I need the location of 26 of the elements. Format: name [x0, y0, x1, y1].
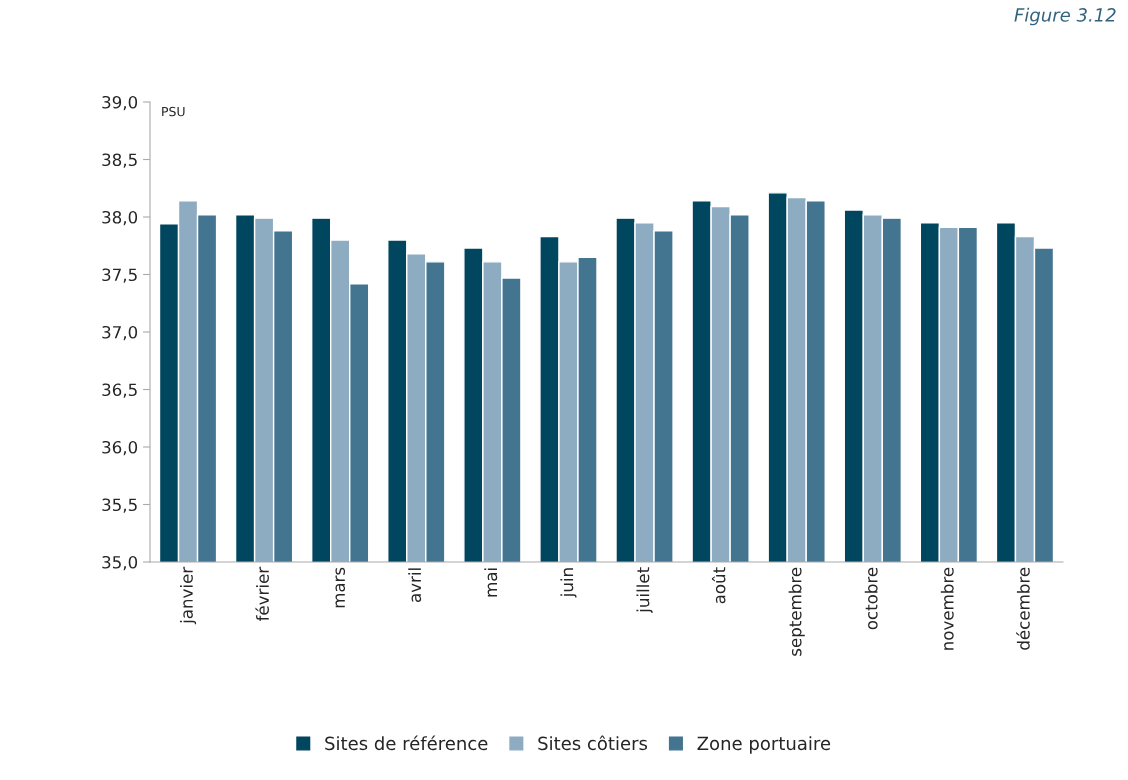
x-tick-label: février [255, 566, 269, 622]
x-tick-label: mai [484, 568, 498, 597]
legend-label: Zone portuaire [697, 736, 831, 754]
x-tick-label: juin [560, 568, 577, 598]
x-tick-label: juillet [636, 567, 653, 614]
y-tick-label: 37,5 [102, 268, 137, 283]
legend-label: Sites côtiers [538, 735, 648, 751]
y-axis-title: PSU [162, 106, 185, 117]
x-tick-label: mars [335, 567, 346, 608]
y-tick-label: 36,0 [102, 440, 138, 456]
x-tick-label: septembre [788, 567, 805, 656]
legend-label: Sites de référence [325, 735, 488, 751]
x-tick-label: avril [408, 568, 422, 603]
x-tick-label: novembre [940, 567, 954, 650]
y-tick-label: 38,5 [102, 153, 137, 168]
y-tick-label: 37,0 [102, 325, 138, 341]
x-tick-label: août [711, 567, 726, 604]
y-tick-label: 39,0 [102, 95, 138, 111]
y-tick-label: 38,0 [102, 210, 138, 226]
y-tick-label: 35,0 [102, 555, 138, 571]
caption: Figure 3.12 [1014, 7, 1116, 26]
x-tick-label: décembre [1016, 567, 1030, 650]
x-tick-label: octobre [864, 567, 878, 630]
y-tick-label: 36,5 [102, 383, 137, 398]
x-tick-label: janvier [179, 566, 197, 625]
y-tick-label: 35,5 [102, 498, 137, 513]
